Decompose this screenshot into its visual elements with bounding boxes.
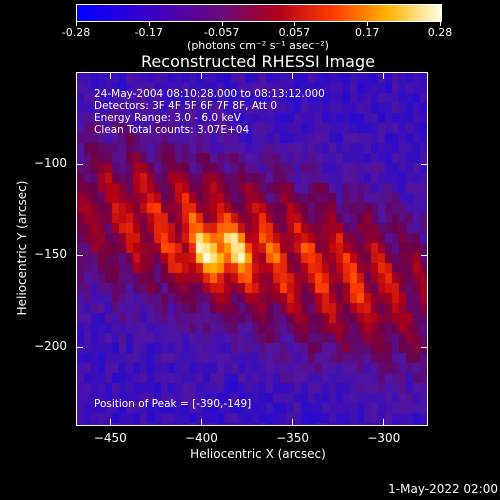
- y-axis-tick: [421, 255, 427, 257]
- info-time-range: 24-May-2004 08:10:28.000 to 08:13:12.000: [94, 88, 325, 100]
- x-tick-label: −450: [93, 431, 127, 445]
- x-axis-tick: [383, 419, 385, 425]
- timestamp: 1-May-2022 02:00: [388, 482, 498, 496]
- x-axis-tick: [109, 73, 111, 79]
- y-tick-label: −200: [34, 338, 67, 353]
- y-axis-tick: [421, 346, 427, 348]
- colorbar-tick-label: 0.17: [354, 26, 380, 39]
- colorbar: [76, 4, 442, 22]
- y-tick-label: −100: [34, 156, 67, 171]
- colorbar-tick: [76, 21, 77, 26]
- y-axis-tick: [421, 164, 427, 166]
- x-axis-tick: [292, 73, 294, 79]
- x-axis-label: Heliocentric X (arcsec): [190, 447, 326, 461]
- y-axis-tick: [77, 255, 83, 257]
- colorbar-tick: [294, 21, 296, 26]
- info-energy-range: Energy Range: 3.0 - 6.0 keV: [94, 112, 241, 124]
- peak-position-label: Position of Peak = [-390,-149]: [94, 398, 252, 410]
- x-tick-label: −300: [367, 431, 401, 445]
- colorbar-tick-label: -0.28: [61, 26, 91, 39]
- colorbar-tick: [221, 21, 223, 26]
- x-axis-tick: [109, 419, 111, 425]
- colorbar-tick: [440, 21, 441, 26]
- info-total-counts: Clean Total counts: 3.07E+04: [94, 124, 250, 136]
- x-axis-tick: [200, 73, 202, 79]
- colorbar-tick-label: -0.057: [203, 26, 240, 39]
- info-detectors: Detectors: 3F 4F 5F 6F 7F 8F, Att 0: [94, 100, 278, 112]
- colorbar-tick-label: 0.28: [427, 26, 453, 39]
- plot-title: Reconstructed RHESSI Image: [141, 52, 375, 71]
- x-axis-tick: [292, 419, 294, 425]
- y-tick-label: −150: [34, 247, 67, 262]
- colorbar-tick: [148, 21, 150, 26]
- image-plot: 24-May-2004 08:10:28.000 to 08:13:12.000…: [76, 72, 428, 426]
- y-axis-label: Heliocentric Y (arcsec): [15, 180, 29, 316]
- x-tick-label: −350: [276, 431, 310, 445]
- y-axis-tick: [77, 164, 83, 166]
- colorbar-ticks: [76, 21, 442, 26]
- colorbar-units: (photons cm⁻² s⁻¹ asec⁻²): [187, 39, 329, 52]
- colorbar-tick-label: 0.057: [278, 26, 311, 39]
- heatmap-image: [77, 73, 427, 425]
- x-tick-label: −400: [184, 431, 218, 445]
- y-axis-tick: [77, 346, 83, 348]
- x-axis-tick: [383, 73, 385, 79]
- colorbar-tick: [367, 21, 369, 26]
- colorbar-tick-label: -0.17: [134, 26, 164, 39]
- x-axis-tick: [200, 419, 202, 425]
